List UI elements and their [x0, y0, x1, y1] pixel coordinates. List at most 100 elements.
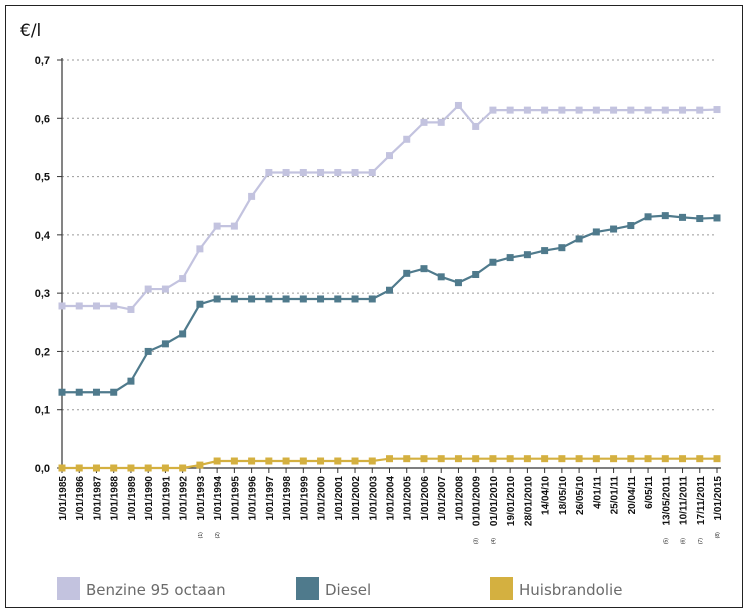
x-tick-label: 1/01/1989 — [127, 476, 138, 521]
data-point — [265, 168, 273, 176]
data-point — [679, 213, 687, 221]
x-tick-footnote: (1) — [198, 532, 204, 538]
data-point — [248, 295, 256, 303]
x-tick-label: 17/11/2011 — [696, 476, 707, 525]
x-tick-footnote: (3) — [474, 538, 480, 544]
x-tick-label: 1/01/2004 — [386, 476, 397, 521]
y-axis-unit-label: €/l — [20, 21, 41, 41]
x-tick-label: 13/05/2011 — [661, 476, 672, 526]
legend: Benzine 95 octaan Diesel Huisbrandolie — [57, 577, 622, 600]
data-point — [489, 106, 497, 114]
data-point — [696, 455, 704, 463]
x-tick-label: 1/01/1986 — [75, 476, 86, 521]
data-point — [213, 222, 221, 230]
data-point — [92, 464, 100, 472]
data-point — [317, 457, 325, 465]
data-point — [110, 464, 118, 472]
data-point — [592, 455, 600, 463]
x-tick-label: 1/01/1990 — [144, 476, 155, 521]
x-tick-label: 1/01/2006 — [420, 476, 431, 521]
x-tick-label: 1/01/1991 — [161, 476, 172, 521]
data-point — [282, 168, 290, 176]
data-point — [403, 135, 411, 143]
x-tick-label: 1/01/1998 — [282, 476, 293, 521]
x-tick-label: 1/01/1992 — [179, 476, 190, 521]
series-line — [62, 103, 718, 311]
data-point — [299, 168, 307, 176]
data-point — [265, 457, 273, 465]
data-point — [472, 455, 480, 463]
x-tick-footnote: (7) — [698, 538, 704, 544]
data-point — [713, 106, 721, 114]
legend-label: Diesel — [325, 581, 371, 599]
data-point — [58, 388, 66, 396]
data-point — [265, 295, 273, 303]
data-point — [489, 258, 497, 266]
data-point — [661, 212, 669, 220]
axes: 0,0 0,1 0,2 0,3 0,4 0,5 0,6 0,7 — [35, 55, 721, 475]
data-point — [541, 455, 549, 463]
data-point — [454, 101, 462, 109]
data-point — [368, 168, 376, 176]
y-tick-label: 0,5 — [35, 172, 50, 184]
data-point — [472, 270, 480, 278]
x-tick-label: 01/01/2009 — [472, 476, 483, 526]
x-tick-label: 01/01/2010 — [489, 476, 500, 526]
x-tick-label: 1/01/2008 — [454, 476, 465, 521]
data-point — [403, 269, 411, 277]
data-point — [610, 225, 618, 233]
x-tick-footnote: (4) — [491, 538, 497, 544]
data-point — [196, 245, 204, 253]
data-point — [506, 106, 514, 114]
data-point — [386, 455, 393, 463]
data-point — [161, 285, 169, 293]
data-point — [317, 168, 325, 176]
data-point — [558, 106, 566, 114]
data-point — [627, 106, 635, 114]
data-point — [317, 295, 325, 303]
x-tick-label: 4/01/11 — [592, 476, 603, 509]
x-tick-label: 1/01/1985 — [58, 476, 69, 521]
data-point — [92, 388, 100, 396]
x-tick-labels: 1/01/1985 1/01/1986 1/01/1987 1/01/1988 1/01… — [58, 476, 724, 545]
data-point — [420, 455, 428, 463]
data-point — [196, 461, 204, 469]
data-point — [454, 279, 462, 287]
data-point — [644, 213, 652, 221]
data-point — [713, 214, 721, 222]
x-tick-label: 1/01/1999 — [299, 476, 310, 521]
data-point — [161, 340, 169, 348]
x-tick-label: 28/01/2010 — [523, 476, 534, 526]
x-tick-label: 1/01/1993 — [196, 476, 207, 521]
x-tick-label: 1/01/2005 — [403, 476, 414, 521]
data-point — [420, 265, 428, 273]
data-point — [610, 106, 618, 114]
data-point — [196, 300, 204, 308]
data-point — [610, 455, 618, 463]
data-point — [351, 295, 359, 303]
data-point — [299, 457, 307, 465]
x-tick-label: 6/05/11 — [644, 476, 655, 509]
data-point — [627, 222, 635, 230]
data-point — [420, 118, 428, 126]
gridlines — [62, 59, 717, 411]
data-point — [58, 302, 66, 310]
data-point — [351, 457, 359, 465]
data-point — [575, 235, 583, 243]
x-tick-label: 19/01/2010 — [506, 476, 517, 526]
y-tick-label: 0,6 — [35, 113, 50, 125]
data-point — [299, 295, 307, 303]
data-point — [403, 455, 411, 463]
x-tick-label: 1/01/2000 — [317, 476, 328, 521]
data-point — [75, 464, 83, 472]
data-point — [575, 106, 583, 114]
data-point — [230, 222, 238, 230]
data-point — [179, 464, 187, 472]
data-point — [282, 295, 290, 303]
series-lines — [58, 101, 721, 472]
x-tick-label: 20/04/11 — [627, 476, 638, 515]
data-point — [437, 455, 445, 463]
data-point — [506, 455, 514, 463]
data-point — [127, 464, 135, 472]
x-tick-label: 1/01/2001 — [334, 476, 345, 521]
